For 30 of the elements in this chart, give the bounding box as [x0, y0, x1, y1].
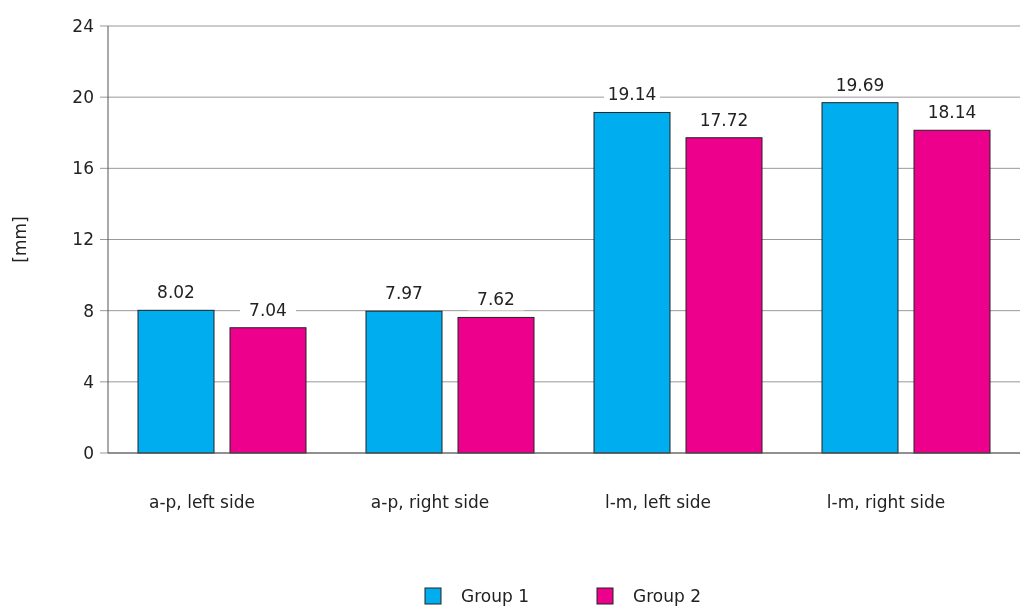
bar — [457, 316, 535, 454]
y-tick-label: 24 — [72, 15, 94, 36]
data-label: 19.14 — [607, 84, 657, 105]
data-label: 7.97 — [385, 283, 423, 304]
bar — [821, 102, 899, 454]
bar — [229, 327, 307, 454]
y-tick-label: 20 — [72, 87, 94, 108]
y-tick-label: 12 — [72, 229, 94, 250]
x-tick-label: l-m, left side — [605, 492, 711, 512]
bar — [365, 310, 443, 454]
x-tick-label: a-p, right side — [370, 492, 490, 512]
legend-label: Group 2 — [633, 586, 701, 606]
bar — [913, 129, 991, 454]
x-tick-label: l-m, right side — [826, 492, 946, 512]
y-tick-label: 4 — [83, 371, 94, 392]
data-label: 19.69 — [835, 74, 885, 95]
legend-label: Group 1 — [461, 586, 529, 606]
bar — [593, 111, 671, 454]
bar — [685, 137, 763, 454]
data-label: 7.62 — [477, 289, 515, 310]
y-axis-title: [mm] — [10, 216, 30, 263]
data-label: 7.04 — [249, 299, 287, 320]
bar — [137, 309, 215, 454]
y-tick-label: 0 — [83, 442, 94, 463]
x-tick-label: a-p, left side — [149, 492, 255, 512]
y-tick-label: 8 — [83, 300, 94, 321]
y-tick-label: 16 — [72, 158, 94, 179]
data-label: 8.02 — [157, 282, 195, 303]
data-label: 17.72 — [699, 109, 749, 130]
data-label: 18.14 — [927, 102, 977, 123]
